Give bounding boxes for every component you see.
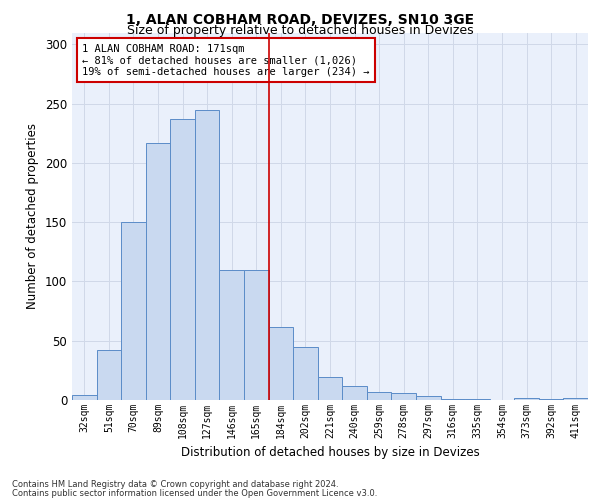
- Bar: [72, 396, 97, 400]
- Text: 1 ALAN COBHAM ROAD: 171sqm
← 81% of detached houses are smaller (1,026)
19% of s: 1 ALAN COBHAM ROAD: 171sqm ← 81% of deta…: [82, 44, 370, 76]
- Text: Contains HM Land Registry data © Crown copyright and database right 2024.: Contains HM Land Registry data © Crown c…: [12, 480, 338, 489]
- Bar: [195, 110, 220, 400]
- Text: Contains public sector information licensed under the Open Government Licence v3: Contains public sector information licen…: [12, 488, 377, 498]
- Bar: [342, 386, 367, 400]
- Bar: [244, 270, 269, 400]
- Bar: [391, 393, 416, 400]
- Bar: [121, 222, 146, 400]
- Bar: [220, 270, 244, 400]
- Bar: [563, 398, 588, 400]
- Y-axis label: Number of detached properties: Number of detached properties: [26, 123, 40, 309]
- Bar: [97, 350, 121, 400]
- Bar: [440, 399, 465, 400]
- Text: Size of property relative to detached houses in Devizes: Size of property relative to detached ho…: [127, 24, 473, 37]
- Bar: [318, 378, 342, 400]
- Bar: [539, 399, 563, 400]
- Bar: [293, 346, 318, 400]
- X-axis label: Distribution of detached houses by size in Devizes: Distribution of detached houses by size …: [181, 446, 479, 460]
- Bar: [465, 399, 490, 400]
- Bar: [367, 392, 391, 400]
- Bar: [416, 396, 440, 400]
- Bar: [269, 326, 293, 400]
- Bar: [170, 119, 195, 400]
- Bar: [514, 398, 539, 400]
- Bar: [146, 143, 170, 400]
- Text: 1, ALAN COBHAM ROAD, DEVIZES, SN10 3GE: 1, ALAN COBHAM ROAD, DEVIZES, SN10 3GE: [126, 12, 474, 26]
